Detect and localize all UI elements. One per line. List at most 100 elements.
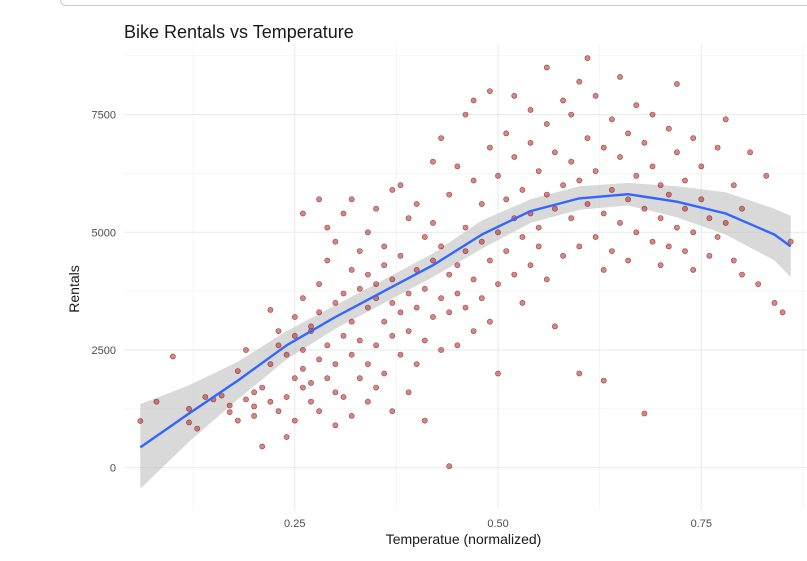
data-point bbox=[421, 337, 428, 344]
data-point bbox=[674, 224, 680, 231]
data-point bbox=[348, 412, 355, 419]
data-point bbox=[194, 425, 201, 432]
data-point bbox=[706, 252, 713, 259]
data-point bbox=[381, 243, 388, 250]
data-point bbox=[259, 384, 266, 391]
data-point bbox=[381, 262, 388, 269]
data-point bbox=[592, 168, 599, 174]
data-point bbox=[682, 205, 688, 212]
data-point bbox=[405, 215, 412, 222]
x-tick-label: 0.50 bbox=[487, 518, 508, 530]
data-point bbox=[486, 318, 493, 325]
data-point bbox=[316, 281, 322, 287]
data-point bbox=[649, 111, 656, 118]
data-point bbox=[397, 351, 404, 358]
data-point bbox=[568, 111, 575, 118]
data-point bbox=[226, 409, 233, 415]
data-point bbox=[348, 196, 355, 203]
data-point bbox=[308, 323, 314, 330]
data-point bbox=[730, 182, 737, 189]
data-point bbox=[332, 389, 339, 396]
data-point bbox=[470, 276, 477, 283]
data-point bbox=[137, 418, 144, 424]
data-point bbox=[259, 443, 266, 450]
data-point bbox=[478, 201, 485, 207]
data-point bbox=[373, 205, 379, 212]
data-point bbox=[373, 281, 379, 287]
data-point bbox=[405, 290, 412, 297]
data-point bbox=[552, 149, 558, 156]
data-point bbox=[747, 149, 753, 156]
data-point bbox=[438, 295, 444, 302]
data-point bbox=[552, 205, 558, 212]
data-point bbox=[519, 186, 526, 193]
data-point bbox=[324, 257, 331, 264]
data-point bbox=[519, 234, 526, 240]
data-point bbox=[535, 243, 542, 250]
data-point bbox=[364, 304, 371, 311]
data-point bbox=[291, 332, 298, 339]
data-point bbox=[657, 262, 664, 269]
data-point bbox=[649, 238, 656, 245]
data-point bbox=[324, 375, 331, 382]
data-point bbox=[625, 257, 631, 264]
data-point bbox=[251, 412, 257, 419]
data-point bbox=[405, 389, 412, 396]
y-tick-label: 5000 bbox=[92, 227, 116, 239]
data-point bbox=[430, 314, 436, 320]
data-point bbox=[511, 271, 518, 278]
data-point bbox=[430, 257, 436, 264]
data-point bbox=[600, 210, 607, 217]
data-point bbox=[698, 196, 705, 203]
data-point bbox=[576, 370, 583, 377]
data-point bbox=[665, 243, 672, 250]
data-point bbox=[584, 201, 591, 207]
data-point bbox=[332, 238, 339, 245]
data-point bbox=[283, 434, 290, 440]
data-point bbox=[779, 309, 786, 316]
data-point bbox=[552, 323, 558, 330]
data-point bbox=[609, 186, 615, 193]
data-point bbox=[202, 394, 209, 400]
data-point bbox=[186, 419, 192, 426]
data-point bbox=[291, 314, 298, 320]
data-point bbox=[251, 389, 257, 396]
data-point bbox=[446, 271, 453, 278]
data-point bbox=[682, 248, 688, 254]
data-point bbox=[617, 154, 623, 160]
data-point bbox=[397, 182, 404, 189]
data-point bbox=[299, 210, 306, 217]
y-tick-label: 0 bbox=[110, 463, 116, 475]
data-point bbox=[633, 172, 640, 179]
data-point bbox=[316, 408, 322, 415]
data-point bbox=[421, 417, 428, 424]
data-point bbox=[617, 219, 623, 226]
data-point bbox=[478, 295, 485, 302]
data-point bbox=[243, 347, 249, 353]
data-point bbox=[560, 182, 566, 189]
data-point bbox=[348, 318, 355, 325]
data-point bbox=[568, 215, 575, 222]
data-point bbox=[324, 342, 331, 349]
data-point bbox=[462, 248, 469, 254]
data-point bbox=[340, 394, 347, 400]
data-point bbox=[291, 417, 298, 424]
data-point bbox=[299, 365, 306, 372]
data-point bbox=[332, 422, 339, 429]
data-point bbox=[397, 252, 404, 259]
data-point bbox=[560, 97, 566, 104]
data-point bbox=[609, 116, 615, 123]
data-point bbox=[617, 74, 623, 80]
data-point bbox=[495, 172, 501, 179]
data-point bbox=[722, 116, 729, 123]
data-point bbox=[275, 328, 282, 334]
data-point bbox=[332, 361, 339, 367]
data-point bbox=[674, 81, 680, 87]
smooth-trend-line bbox=[139, 193, 792, 449]
data-point bbox=[356, 337, 363, 344]
data-point bbox=[690, 266, 697, 273]
tick-labels: 0.25 0.50 0.75 0 2500 5000 7500 bbox=[92, 110, 712, 530]
data-point bbox=[763, 172, 770, 179]
data-point bbox=[373, 342, 379, 349]
data-point bbox=[234, 368, 241, 374]
